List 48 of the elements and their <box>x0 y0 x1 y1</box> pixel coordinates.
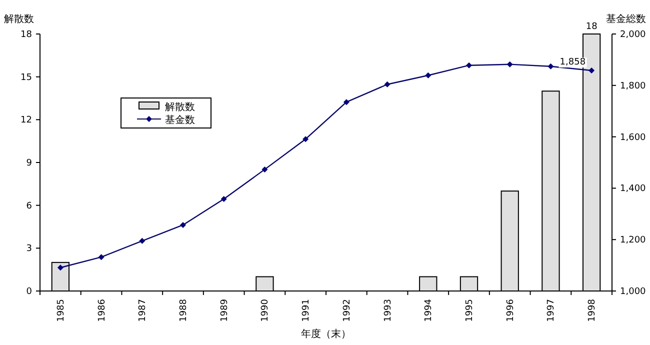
point <box>384 81 390 88</box>
y2-tick-label: 1,400 <box>620 184 646 194</box>
y2-axis-title: 基金総数 <box>606 13 646 25</box>
point <box>302 136 309 142</box>
x-axis-title: 年度（末） <box>301 328 351 340</box>
y2-tick-label: 1,000 <box>620 287 646 297</box>
y-tick-label: 6 <box>26 201 32 212</box>
data-label: 1,858 <box>560 57 586 68</box>
x-tick-label: 1988 <box>179 298 189 322</box>
y-tick-label: 3 <box>26 244 32 254</box>
point <box>220 196 227 202</box>
point <box>262 166 268 172</box>
x-tick-label: 1998 <box>588 298 598 322</box>
x-tick-label: 1990 <box>260 298 271 322</box>
point <box>466 62 472 68</box>
point <box>180 222 186 228</box>
point <box>588 67 595 74</box>
x-tick-label: 1992 <box>342 299 352 322</box>
point <box>425 72 432 78</box>
y2-tick-label: 1,200 <box>620 236 646 246</box>
x-tick-label: 1985 <box>56 299 66 322</box>
y-tick-label: 12 <box>20 116 32 126</box>
point <box>506 61 513 68</box>
y-tick-label: 15 <box>20 72 32 83</box>
y2-tick-label: 1,800 <box>620 81 646 92</box>
x-tick-label: 1993 <box>383 299 394 322</box>
y2-tick-label: 2,000 <box>620 30 646 40</box>
point <box>98 254 104 260</box>
x-tick-label: 1989 <box>220 298 230 322</box>
legend-label: 基金数 <box>165 114 195 126</box>
x-tick-label: 1997 <box>546 299 557 322</box>
x-tick-label: 1986 <box>97 298 108 322</box>
legend-label: 解散数 <box>165 102 195 113</box>
x-tick-label: 1987 <box>138 299 148 322</box>
point <box>548 63 554 70</box>
x-tick-label: 1994 <box>424 298 434 322</box>
x-tick-label: 1995 <box>465 299 475 322</box>
point <box>139 238 146 244</box>
point <box>343 99 350 106</box>
y2-tick-label: 1,600 <box>620 132 646 143</box>
data-label: 18 <box>586 22 598 32</box>
y-tick-label: 9 <box>26 158 32 168</box>
y-tick-label: 18 <box>20 30 32 40</box>
x-tick-label: 1991 <box>302 299 312 322</box>
y-tick-label: 0 <box>26 287 32 297</box>
x-tick-label: 1996 <box>506 298 516 322</box>
point <box>57 264 64 271</box>
y-axis-title: 解散数 <box>4 14 34 25</box>
